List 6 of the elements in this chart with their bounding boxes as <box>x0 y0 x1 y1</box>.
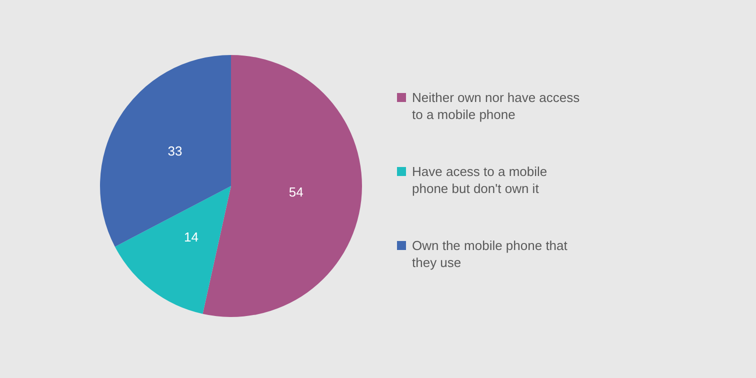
legend-label: Have acess to a mobile phone but don't own it <box>412 164 548 196</box>
legend-label: Own the mobile phone that they use <box>412 238 568 270</box>
data-label: 54 <box>288 184 304 200</box>
legend-label: Neither own nor have access to a mobile phone <box>412 90 580 122</box>
data-label: 14 <box>184 230 198 245</box>
data-label: 33 <box>168 144 182 159</box>
